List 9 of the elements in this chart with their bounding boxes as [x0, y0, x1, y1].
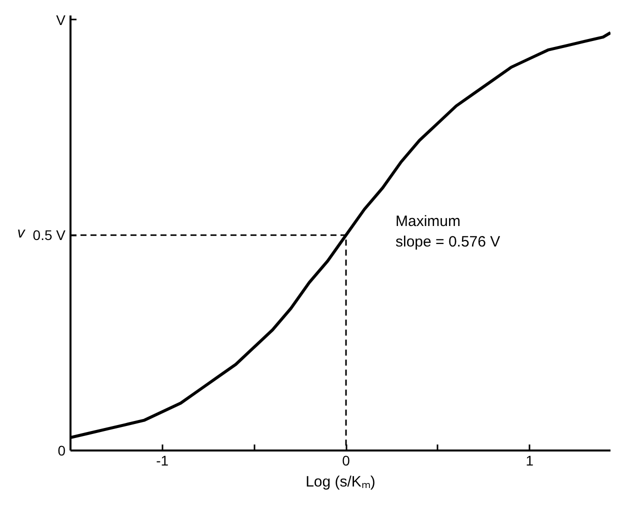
x-axis-title: Log (s/Kₘ) [306, 474, 376, 490]
y-axis-title: v [17, 224, 26, 242]
annotation: Maximum slope = 0.576 V [396, 213, 500, 250]
x-tick-label: 0 [342, 452, 350, 468]
x-tick-label: -1 [156, 452, 169, 468]
x-tick-label: 1 [526, 452, 534, 468]
y-tick-label: 0.5 V [32, 227, 66, 244]
y-tick-label: V [56, 12, 66, 28]
y-tick-label: 0 [58, 442, 66, 458]
